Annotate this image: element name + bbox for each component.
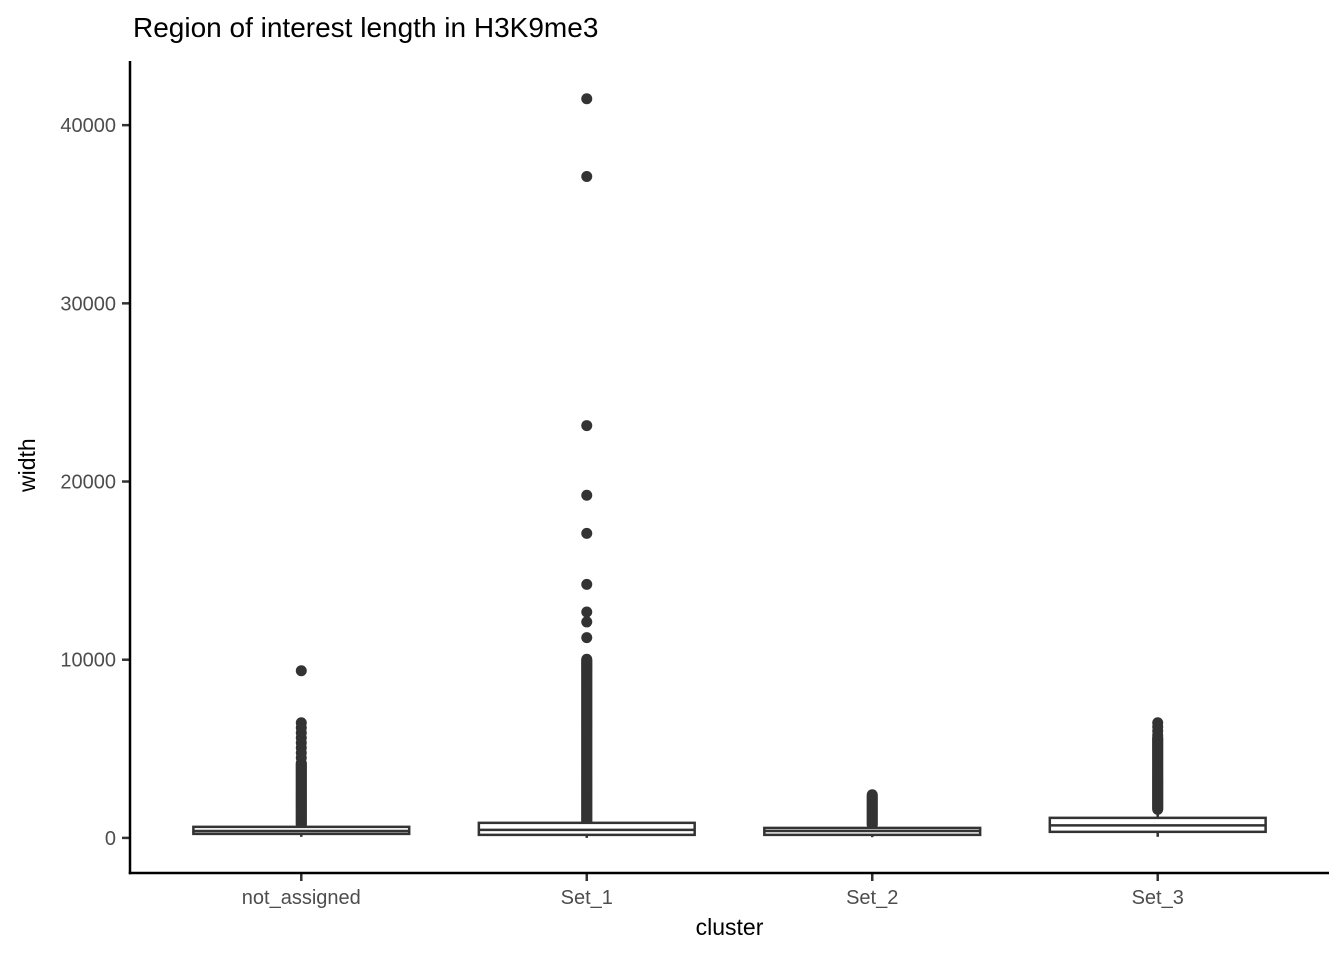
y-tick-label: 20000 [60, 472, 116, 494]
chart-title: Region of interest length in H3K9me3 [133, 12, 599, 43]
y-tick-label: 40000 [60, 115, 116, 137]
boxplot-Set_2 [763, 789, 982, 838]
boxplot-not_assigned [192, 665, 411, 837]
x-tick-label: Set_1 [561, 887, 613, 909]
y-tick-label: 0 [105, 828, 116, 850]
outlier-dot [295, 752, 307, 764]
outlier-dot [581, 578, 593, 590]
outlier-dot [581, 527, 593, 539]
boxplot-Set_1 [477, 93, 696, 838]
x-tick-label: not_assigned [242, 887, 361, 909]
outlier-dot [581, 170, 593, 182]
outlier-dot [295, 665, 307, 677]
outlier-dot [581, 420, 593, 432]
boxplot-Set_3 [1048, 717, 1267, 837]
outlier-dot [581, 489, 593, 501]
outlier-dot [866, 789, 878, 801]
outlier-dot [1152, 729, 1164, 741]
outlier-dot [581, 616, 593, 628]
outlier-dot [581, 93, 593, 105]
x-axis-title: cluster [695, 914, 764, 940]
y-tick-label: 30000 [60, 293, 116, 315]
x-tick-label: Set_2 [846, 887, 898, 909]
outlier-dot [581, 632, 593, 644]
y-tick-label: 10000 [60, 650, 116, 672]
x-tick-label: Set_3 [1132, 887, 1184, 909]
y-axis-title: width [14, 438, 40, 492]
outlier-dot [581, 606, 593, 618]
outlier-dot [581, 653, 593, 665]
